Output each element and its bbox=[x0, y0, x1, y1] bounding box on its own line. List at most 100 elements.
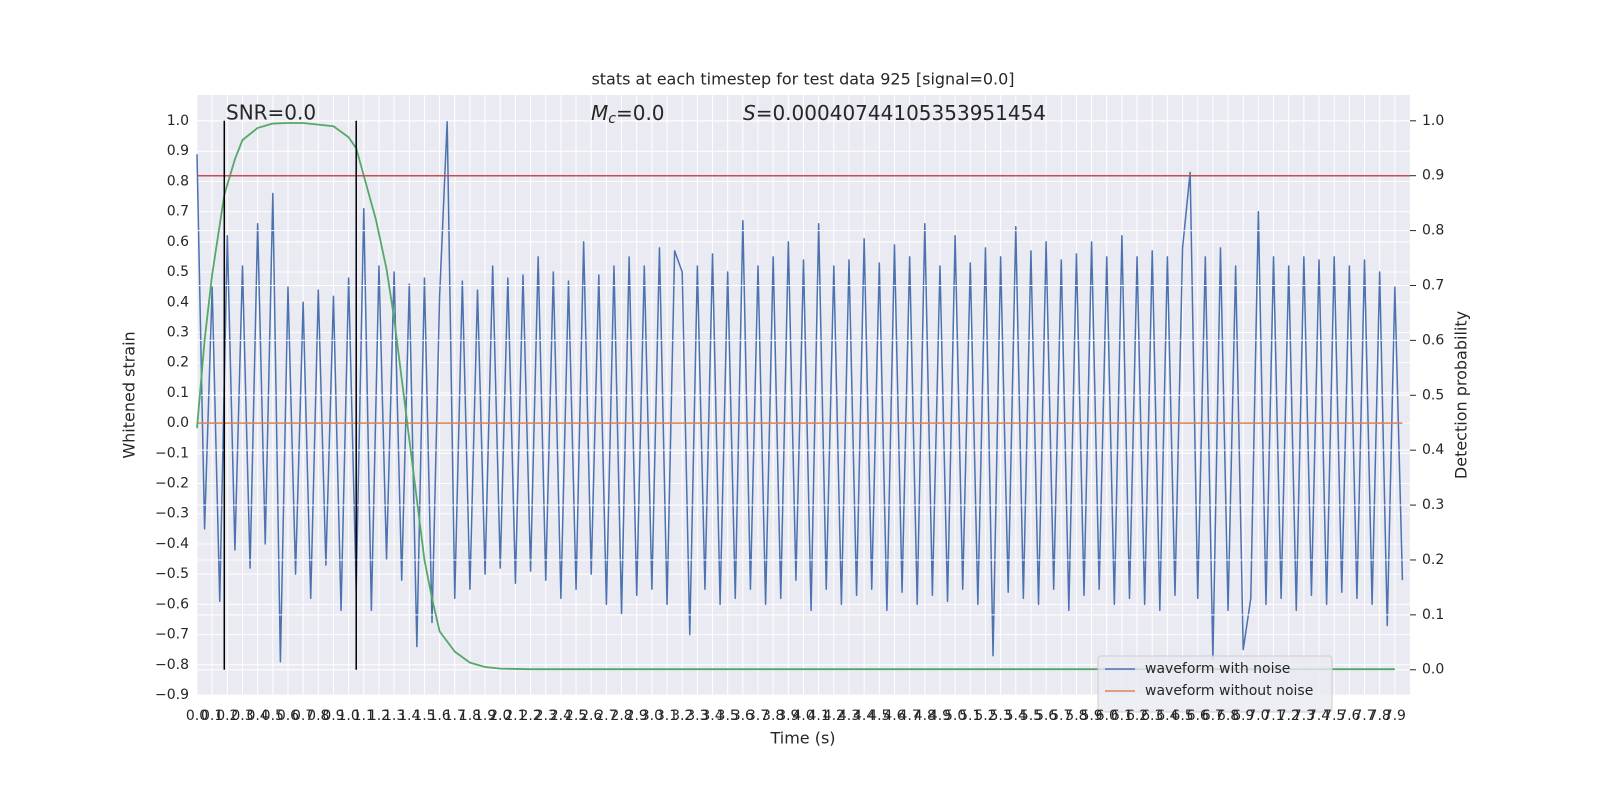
x-tick-label: 5.2 bbox=[974, 708, 996, 724]
x-tick-label: 0.4 bbox=[247, 708, 269, 724]
x-tick-label: 5.8 bbox=[1065, 708, 1087, 724]
x-tick-label: 3.3 bbox=[686, 708, 708, 724]
x-tick-label: 3.6 bbox=[732, 708, 754, 724]
legend-label: waveform with noise bbox=[1145, 661, 1290, 677]
x-tick-label: 6.8 bbox=[1217, 708, 1239, 724]
legend-label: waveform without noise bbox=[1145, 683, 1313, 699]
x-tick-label: 6.5 bbox=[1171, 708, 1193, 724]
x-tick-label: 4.6 bbox=[883, 708, 905, 724]
x-tick-label: 0.0 bbox=[186, 708, 208, 724]
mc-sub: c bbox=[608, 111, 616, 127]
s-annotation: S=0.00040744105353951454 bbox=[743, 101, 1046, 125]
x-tick-label: 6.1 bbox=[1111, 708, 1133, 724]
x-tick-label: 0.1 bbox=[201, 708, 223, 724]
x-tick-label: 7.3 bbox=[1293, 708, 1315, 724]
x-tick-label: 3.2 bbox=[671, 708, 693, 724]
y-tick-label: −0.6 bbox=[155, 596, 189, 612]
x-tick-label: 7.4 bbox=[1308, 708, 1330, 724]
x-tick-label: 0.3 bbox=[231, 708, 253, 724]
x-tick-label: 5.6 bbox=[1035, 708, 1057, 724]
x-tick-label: 4.4 bbox=[853, 708, 875, 724]
x-tick-label: 4.5 bbox=[868, 708, 890, 724]
y-tick-label: 0.7 bbox=[167, 204, 189, 220]
x-tick-label: 0.2 bbox=[216, 708, 238, 724]
x-tick-label: 3.5 bbox=[717, 708, 739, 724]
y2-axis-label: Detection probability bbox=[1452, 311, 1471, 479]
x-tick-label: 5.7 bbox=[1050, 708, 1072, 724]
y-tick-label: −0.5 bbox=[155, 566, 189, 582]
x-tick-label: 7.5 bbox=[1323, 708, 1345, 724]
y-tick-label: −0.2 bbox=[155, 476, 189, 492]
x-tick-label: 5.3 bbox=[989, 708, 1011, 724]
snr-annotation: SNR=0.0 bbox=[226, 101, 316, 125]
x-tick-label: 0.6 bbox=[277, 708, 299, 724]
probability-line bbox=[196, 122, 1395, 671]
x-tick-label: 6.7 bbox=[1202, 708, 1224, 724]
y-tick-label: 1.0 bbox=[167, 113, 189, 129]
x-tick-label: 6.2 bbox=[1126, 708, 1148, 724]
x-tick-label: 4.7 bbox=[899, 708, 921, 724]
y-tick-label: −0.1 bbox=[155, 445, 189, 461]
x-tick-label: 4.1 bbox=[808, 708, 830, 724]
chart-title: stats at each timestep for test data 925… bbox=[591, 70, 1014, 89]
y2-tick-label: 0.9 bbox=[1422, 168, 1444, 184]
x-tick-label: 2.0 bbox=[489, 708, 511, 724]
y-tick-label: 0.5 bbox=[167, 264, 189, 280]
y2-tick-label: 0.4 bbox=[1422, 442, 1444, 458]
x-tick-label: 2.4 bbox=[550, 708, 572, 724]
x-tick-label: 1.3 bbox=[383, 708, 405, 724]
x-tick-label: 2.8 bbox=[610, 708, 632, 724]
x-tick-label: 1.2 bbox=[368, 708, 390, 724]
mc-symbol: M bbox=[591, 101, 608, 125]
x-tick-label: 2.9 bbox=[626, 708, 648, 724]
x-tick-label: 2.6 bbox=[580, 708, 602, 724]
x-tick-label: 1.1 bbox=[353, 708, 375, 724]
y2-tick-label: 0.2 bbox=[1422, 552, 1444, 568]
y-tick-label: −0.9 bbox=[155, 687, 189, 703]
x-tick-label: 0.9 bbox=[322, 708, 344, 724]
legend-box bbox=[1097, 655, 1333, 713]
mc-text: =0.0 bbox=[616, 101, 665, 125]
x-tick-label: 6.6 bbox=[1187, 708, 1209, 724]
x-tick-label: 1.6 bbox=[428, 708, 450, 724]
x-tick-label: 0.5 bbox=[262, 708, 284, 724]
x-tick-label: 5.9 bbox=[1080, 708, 1102, 724]
x-tick-label: 1.9 bbox=[474, 708, 496, 724]
y2-tick-label: 0.0 bbox=[1422, 662, 1444, 678]
x-tick-label: 2.3 bbox=[535, 708, 557, 724]
x-tick-label: 3.8 bbox=[762, 708, 784, 724]
x-tick-label: 6.0 bbox=[1096, 708, 1118, 724]
y2-tick-label: 0.8 bbox=[1422, 223, 1444, 239]
x-tick-label: 4.2 bbox=[823, 708, 845, 724]
x-tick-label: 1.0 bbox=[337, 708, 359, 724]
y-tick-label: −0.8 bbox=[155, 657, 189, 673]
x-tick-label: 6.3 bbox=[1141, 708, 1163, 724]
x-tick-label: 4.0 bbox=[792, 708, 814, 724]
x-tick-label: 1.7 bbox=[444, 708, 466, 724]
y-tick-label: −0.7 bbox=[155, 627, 189, 643]
x-tick-label: 1.8 bbox=[459, 708, 481, 724]
y-tick-label: 0.4 bbox=[167, 294, 189, 310]
y2-tick-label: 0.5 bbox=[1422, 387, 1444, 403]
y-tick-label: 0.2 bbox=[167, 355, 189, 371]
series-line bbox=[196, 120, 1404, 663]
y-tick-label: −0.3 bbox=[155, 506, 189, 522]
x-tick-label: 0.8 bbox=[307, 708, 329, 724]
x-tick-label: 5.4 bbox=[1005, 708, 1027, 724]
s-text: =0.00040744105353951454 bbox=[756, 101, 1046, 125]
y-tick-label: 0.8 bbox=[167, 173, 189, 189]
mc-annotation: Mc=0.0 bbox=[591, 101, 665, 128]
x-tick-label: 5.5 bbox=[1020, 708, 1042, 724]
y2-tick-label: 0.7 bbox=[1422, 277, 1444, 293]
x-tick-label: 1.5 bbox=[413, 708, 435, 724]
x-tick-label: 7.2 bbox=[1278, 708, 1300, 724]
x-tick-label: 7.0 bbox=[1247, 708, 1269, 724]
x-tick-label: 0.7 bbox=[292, 708, 314, 724]
x-tick-label: 2.2 bbox=[519, 708, 541, 724]
y-tick-label: 0.9 bbox=[167, 143, 189, 159]
x-tick-label: 4.3 bbox=[838, 708, 860, 724]
x-tick-label: 6.9 bbox=[1232, 708, 1254, 724]
y-tick-label: 0.6 bbox=[167, 234, 189, 250]
y-tick-label: −0.4 bbox=[155, 536, 189, 552]
